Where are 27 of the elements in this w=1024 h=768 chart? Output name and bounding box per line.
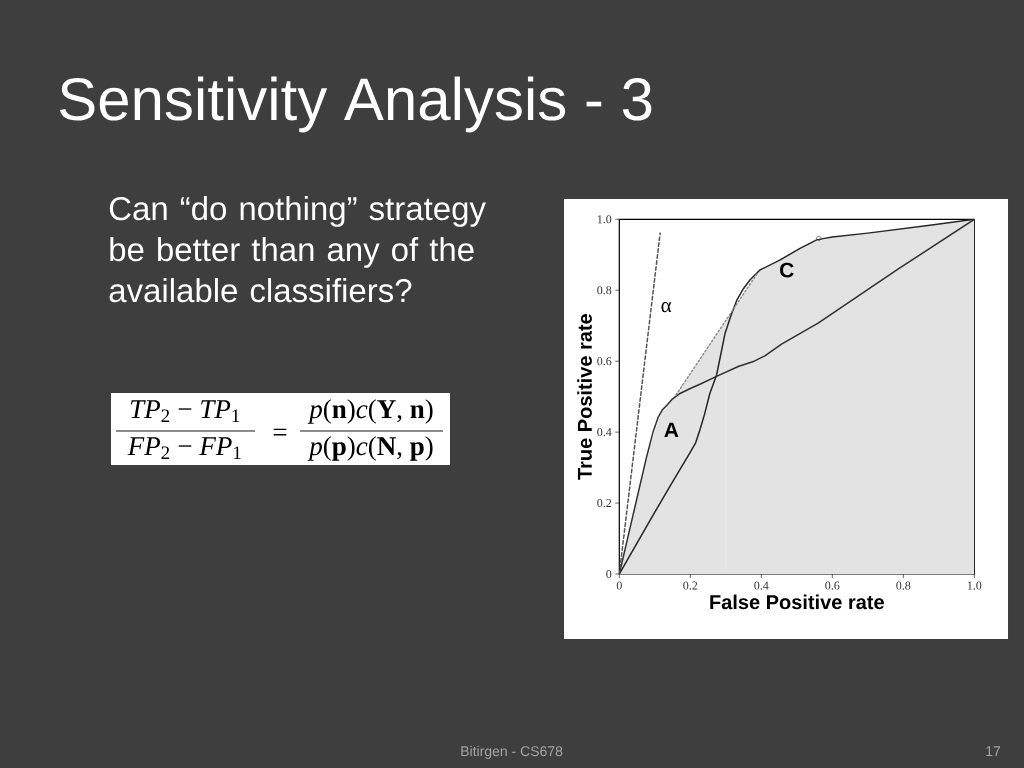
x-tick-label: 0.8 <box>896 581 911 590</box>
x-tick-label: 0.4 <box>754 581 769 590</box>
x-tick-label: 1.0 <box>967 581 982 590</box>
series-label: C <box>780 262 794 278</box>
y-axis-title: True Positive rate <box>577 313 592 480</box>
x-tick-label: 0.2 <box>683 581 698 590</box>
y-tick-label: 0 <box>606 569 612 579</box>
y-tick-label: 0.8 <box>597 286 612 295</box>
text: 17 <box>986 746 1001 756</box>
series-label: A <box>664 422 679 438</box>
text: TP$_{2}$ − TP$_{1}$ <box>130 400 240 422</box>
y-tick-label: 0.2 <box>597 498 612 508</box>
text: Bitirgen - CS678 <box>461 745 563 759</box>
text: Can “do nothing” strategy be better than any of the available classifiers? <box>109 196 486 303</box>
chart-title: Sensitivity Analysis - 3 <box>59 76 652 133</box>
x-tick-label: 0 <box>616 581 622 590</box>
y-tick-label: 0.4 <box>597 428 612 437</box>
text: p(p)c(N, p) <box>307 436 433 461</box>
text: p(n)c(Y, n) <box>307 399 433 424</box>
series-label: α <box>661 302 672 313</box>
y-tick-label: 0.6 <box>597 357 612 366</box>
text: = <box>273 428 287 436</box>
text: FP$_{2}$ − FP$_{1}$ <box>127 437 241 459</box>
x-tick-label: 0.6 <box>825 581 840 590</box>
y-tick-label: 1.0 <box>597 215 612 224</box>
x-axis-title: False Positive rate <box>710 594 884 610</box>
line-series <box>619 219 975 574</box>
